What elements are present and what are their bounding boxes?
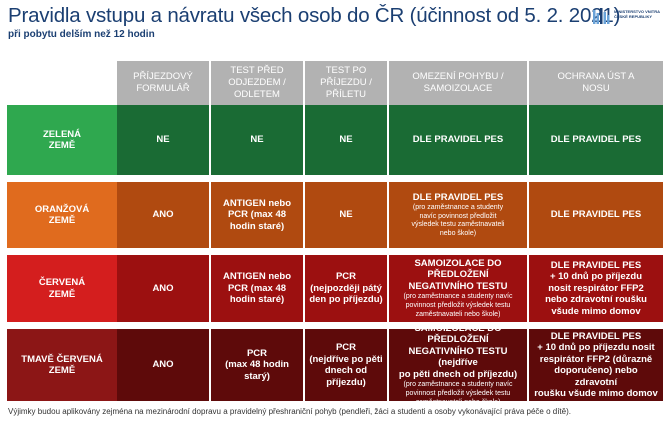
cell-note-text: (pro zaměstnance a studenty navíc povinn… [403, 293, 513, 318]
row-label-text: ORANŽOVÁ ZEMĚ [34, 203, 90, 227]
table-cell: PCR (max 48 hodin starý) [211, 329, 303, 401]
cell-main-text: NE [339, 134, 353, 146]
footnote: Výjimky budou aplikovány zejména na mezi… [8, 407, 571, 416]
row-label-green: ZELENÁ ZEMĚ [7, 105, 117, 175]
cell-main-text: NE [250, 134, 264, 146]
column-header-mouth-nose-protection: OCHRANA ÚST A NOSU [529, 61, 663, 105]
table-cell: DLE PRAVIDEL PES + 10 dnů po příjezdu no… [529, 255, 663, 322]
table-cell: NE [305, 182, 387, 248]
table-cell: ANTIGEN nebo PCR (max 48 hodin staré) [211, 182, 303, 248]
table-cell: ANO [117, 182, 209, 248]
column-header-test-after-arrival: TEST PO PŘÍJEZDU / PŘÍLETU [305, 61, 387, 105]
table-cell: SAMOIZOLACE DO PŘEDLOŽENÍ NEGATIVNÍHO TE… [389, 323, 527, 406]
cell-note-text: (pro zaměstnance a studenty navíc povinn… [411, 204, 505, 237]
cell-main-text: ANO [152, 359, 174, 371]
cell-main-text: ANO [152, 209, 174, 221]
cell-main-text: PCR (max 48 hodin starý) [225, 347, 289, 382]
ministry-logo-icon [593, 8, 610, 24]
page-title: Pravidla vstupu a návratu všech osob do … [8, 4, 621, 27]
table-cell: DLE PRAVIDEL PES [529, 105, 663, 175]
row-label-red: ČERVENÁ ZEMĚ [7, 255, 117, 322]
cell-main-text: PCR (nejdříve po pěti dnech od příjezdu) [309, 342, 383, 388]
row-label-orange: ORANŽOVÁ ZEMĚ [7, 182, 117, 248]
column-header-arrival-form: PŘÍJEZDOVÝ FORMULÁŘ [117, 61, 209, 105]
ministry-logo-text: MINISTERSTVO VNITRA ČESKÉ REPUBLIKY [614, 9, 661, 19]
cell-main-text: DLE PRAVIDEL PES + 10 dnů po příjezdu no… [545, 259, 647, 317]
ministry-logo: MINISTERSTVO VNITRA ČESKÉ REPUBLIKY [592, 8, 662, 26]
cell-note-text: (pro zaměstnance a studenty navíc povinn… [403, 381, 513, 406]
row-label-dark-red: TMAVĚ ČERVENÁ ZEMĚ [7, 329, 117, 401]
cell-main-text: ANO [152, 282, 174, 294]
row-label-text: ČERVENÁ ZEMĚ [38, 277, 86, 300]
row-label-text: ZELENÁ ZEMĚ [43, 128, 81, 152]
table-cell: NE [305, 105, 387, 175]
cell-main-text: ANTIGEN nebo PCR (max 48 hodin staré) [222, 271, 292, 306]
column-header-movement-restriction: OMEZENÍ POHYBU / SAMOIZOLACE [389, 61, 527, 105]
table-cell: PCR (nejpozději pátý den po příjezdu) [305, 255, 387, 322]
table-cell: PCR (nejdříve po pěti dnech od příjezdu) [305, 329, 387, 401]
table-cell: DLE PRAVIDEL PES + 10 dnů po příjezdu no… [529, 329, 663, 401]
cell-main-text: ANTIGEN nebo PCR (max 48 hodin staré) [222, 197, 292, 232]
table-cell: DLE PRAVIDEL PES (pro zaměstnance a stud… [389, 182, 527, 248]
cell-main-text: NE [156, 134, 170, 146]
cell-main-text: SAMOIZOLACE DO PŘEDLOŽENÍ NEGATIVNÍHO TE… [398, 322, 518, 380]
table-cell: ANTIGEN nebo PCR (max 48 hodin staré) [211, 255, 303, 322]
cell-main-text: PCR (nejpozději pátý den po příjezdu) [309, 271, 383, 306]
table-cell: NE [117, 105, 209, 175]
cell-main-text: DLE PRAVIDEL PES [412, 134, 504, 146]
column-header-test-before-departure: TEST PŘED ODJEZDEM / ODLETEM [211, 61, 303, 105]
cell-main-text: DLE PRAVIDEL PES [550, 134, 642, 146]
cell-main-text: SAMOIZOLACE DO PŘEDLOŽENÍ NEGATIVNÍHO TE… [408, 257, 508, 292]
cell-main-text: DLE PRAVIDEL PES [412, 191, 504, 203]
table-cell: DLE PRAVIDEL PES [529, 182, 663, 248]
table-cell: ANO [117, 329, 209, 401]
table-cell: NE [211, 105, 303, 175]
cell-main-text: NE [339, 209, 353, 221]
cell-main-text: DLE PRAVIDEL PES + 10 dnů po příjezdu no… [534, 330, 658, 400]
rules-table: PŘÍJEZDOVÝ FORMULÁŘ TEST PŘED ODJEZDEM /… [7, 61, 663, 406]
row-label-text: TMAVĚ ČERVENÁ ZEMĚ [21, 353, 103, 377]
table-cell: SAMOIZOLACE DO PŘEDLOŽENÍ NEGATIVNÍHO TE… [389, 255, 527, 322]
table-cell: ANO [117, 255, 209, 322]
page-subtitle: při pobytu delším než 12 hodin [8, 29, 155, 40]
cell-main-text: DLE PRAVIDEL PES [550, 209, 642, 221]
table-cell: DLE PRAVIDEL PES [389, 105, 527, 175]
